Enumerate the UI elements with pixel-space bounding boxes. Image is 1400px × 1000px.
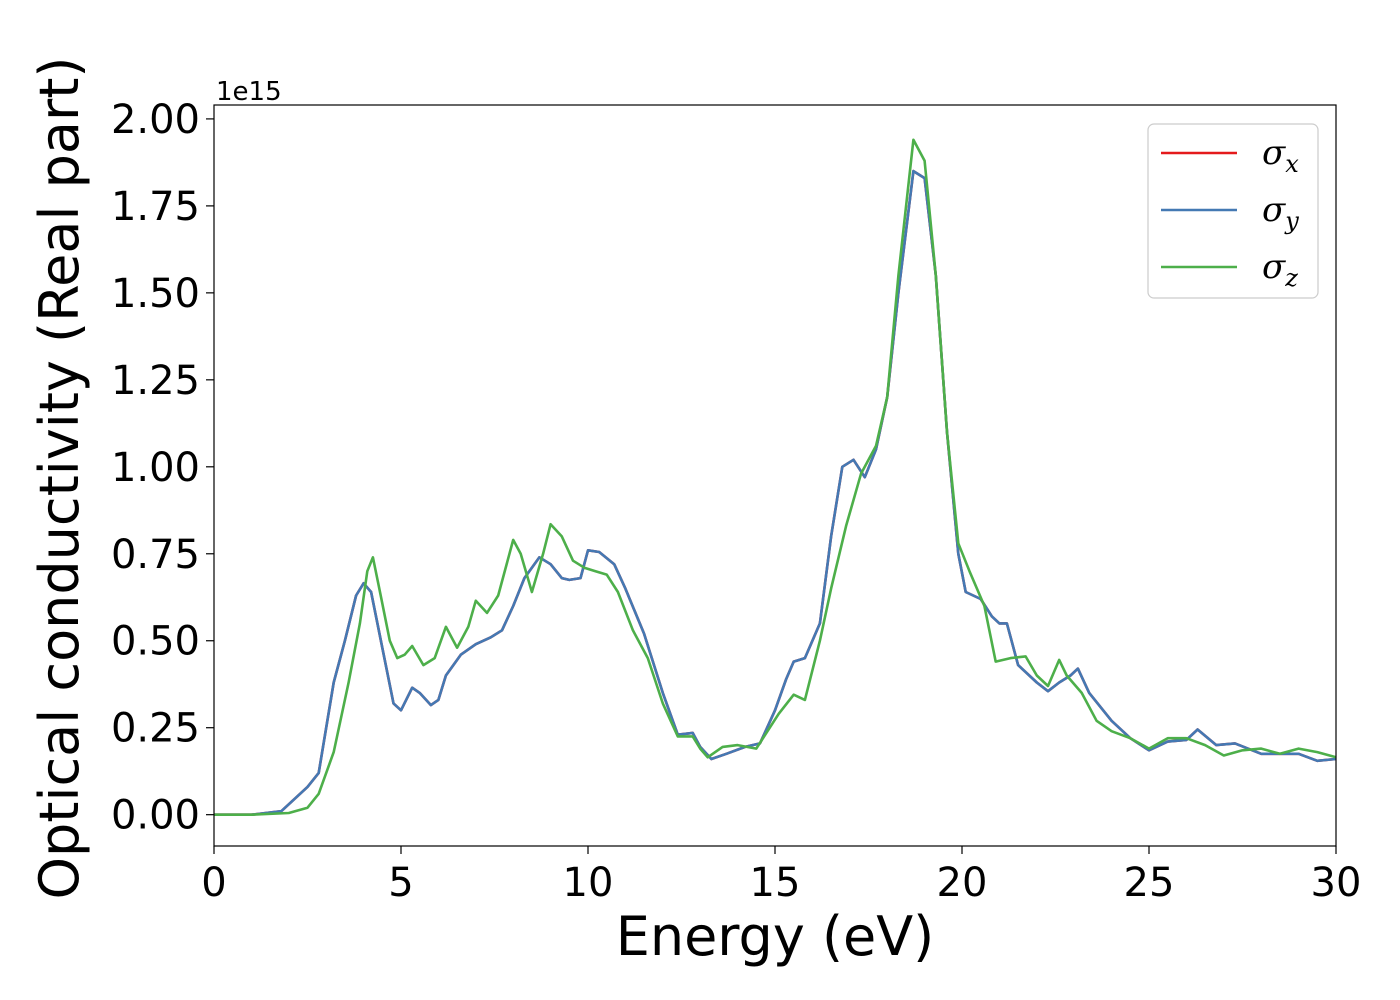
y-tick-label: 0.25 [111, 706, 200, 752]
x-tick-label: 15 [750, 860, 801, 906]
y-axis: 0.00 0.25 0.50 0.75 1.00 1.25 1.50 1.75 2.00 [111, 97, 214, 839]
y-offset-label: 1e15 [216, 77, 282, 107]
y-tick-label: 2.00 [111, 97, 200, 143]
y-tick-label: 1.25 [111, 358, 200, 404]
x-tick-label: 5 [388, 860, 413, 906]
x-tick-label: 0 [201, 860, 226, 906]
y-tick-label: 1.00 [111, 445, 200, 491]
y-tick-label: 1.75 [111, 184, 200, 230]
x-axis: 0 5 10 15 20 25 30 [201, 846, 1361, 906]
x-tick-label: 20 [937, 860, 988, 906]
y-tick-label: 1.50 [111, 271, 200, 317]
y-axis-title: Optical conductivity (Real part) [28, 57, 91, 900]
legend-label-subscript: x [1285, 150, 1299, 178]
series-layer [214, 138, 1337, 817]
y-tick-label: 0.50 [111, 619, 200, 665]
x-tick-label: 10 [563, 860, 614, 906]
x-axis-title: Energy (eV) [616, 905, 935, 968]
series-line-z [214, 138, 1337, 817]
y-tick-label: 0.75 [111, 532, 200, 578]
legend-label-subscript: z [1284, 264, 1298, 292]
x-tick-label: 25 [1124, 860, 1175, 906]
legend-label-subscript: y [1284, 207, 1299, 235]
y-tick-label: 0.00 [111, 793, 200, 839]
x-tick-label: 30 [1311, 860, 1362, 906]
